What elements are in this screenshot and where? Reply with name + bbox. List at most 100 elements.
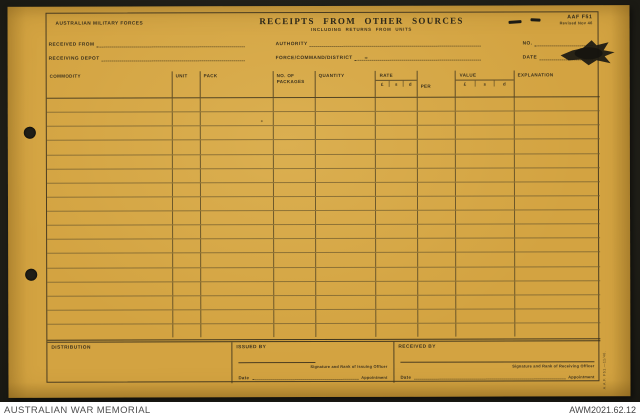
field-authority: AUTHORITY — [275, 40, 481, 48]
field-label-force-command-district: FORCE/COMMAND/DISTRICT — [275, 55, 353, 62]
table-cell — [376, 281, 419, 295]
footer-section: DISTRIBUTION ISSUED BY Signature and Ran… — [47, 338, 601, 384]
dotted-entry-line — [101, 55, 245, 62]
table-header: COMMODITY UNIT PACK NO. OF PACKAGES QUAN… — [46, 70, 600, 99]
table-row — [46, 125, 600, 142]
table-row — [47, 323, 600, 338]
table-cell — [200, 154, 274, 168]
table-row — [47, 210, 601, 226]
field-label-received-from: RECEIVED FROM — [48, 42, 95, 48]
table-cell — [274, 281, 317, 295]
table-cell — [46, 140, 173, 155]
table-cell — [375, 111, 418, 126]
table-cell — [376, 253, 419, 267]
table-row — [46, 97, 600, 113]
table-cell — [201, 253, 275, 267]
field-label-authority: AUTHORITY — [275, 42, 308, 48]
table-cell — [515, 253, 600, 266]
table-cell — [172, 197, 202, 211]
catalog-id: AWM2021.62.12 — [569, 405, 636, 415]
table-cell — [172, 126, 201, 140]
table-cell — [47, 239, 174, 254]
table-cell — [418, 267, 457, 281]
table-cell — [200, 112, 274, 126]
table-cell — [376, 267, 419, 281]
table-cell — [172, 112, 201, 126]
table-cell — [273, 154, 316, 168]
table-cell — [47, 296, 174, 310]
table-cell — [316, 253, 377, 267]
field-received-from: RECEIVED FROM — [49, 41, 245, 48]
table-cell — [418, 238, 457, 253]
table-cell — [455, 168, 515, 182]
table-cell — [173, 310, 202, 324]
table-cell — [375, 154, 418, 168]
column-header-quantity: QUANTITY — [315, 70, 376, 98]
table-row — [46, 196, 601, 212]
table-cell — [47, 310, 174, 324]
table-cell — [201, 295, 275, 310]
table-cell — [316, 267, 377, 281]
table-cell — [315, 168, 376, 182]
issued-by-box: ISSUED BY Signature and Rank of Issuing … — [231, 341, 394, 384]
dotted-entry-line — [414, 374, 566, 380]
table-cell — [456, 266, 516, 281]
receipts-table: COMMODITY UNIT PACK NO. OF PACKAGES QUAN… — [46, 70, 601, 338]
table-cell — [173, 225, 202, 239]
distribution-label: DISTRIBUTION — [51, 345, 91, 351]
distribution-box: DISTRIBUTION — [47, 342, 231, 383]
table-cell — [200, 196, 275, 211]
shilling-symbol: s — [388, 80, 403, 87]
table-cell — [46, 98, 173, 112]
value-currency-subheader: £ s d — [456, 80, 514, 86]
table-cell — [515, 309, 600, 322]
table-cell — [515, 168, 600, 181]
table-cell — [418, 281, 457, 295]
column-header-per: PER — [417, 70, 456, 97]
dotted-entry-line — [252, 374, 359, 381]
table-cell — [515, 267, 600, 280]
table-cell — [418, 323, 457, 337]
table-cell — [316, 295, 377, 309]
table-cell — [200, 98, 274, 112]
table-cell — [315, 111, 376, 126]
table-cell — [515, 154, 600, 167]
table-cell — [515, 210, 600, 223]
table-cell — [173, 253, 202, 267]
table-cell — [316, 239, 377, 253]
date-label: Date — [400, 374, 412, 380]
table-cell — [515, 281, 600, 294]
table-cell — [376, 210, 419, 224]
column-header-unit: UNIT — [172, 71, 201, 98]
table-cell — [456, 210, 516, 224]
received-date-row: Date Appointment — [400, 374, 594, 380]
table-cell — [200, 182, 274, 197]
table-cell — [315, 154, 376, 168]
table-cell — [417, 97, 456, 111]
table-cell — [274, 225, 317, 239]
archive-caption-bar: AUSTRALIAN WAR MEMORIAL AWM2021.62.12 — [0, 402, 640, 418]
table-cell — [46, 197, 174, 211]
table-cell — [173, 296, 202, 310]
table-cell — [456, 295, 516, 309]
pound-symbol: £ — [380, 81, 384, 87]
table-cell — [515, 182, 600, 195]
table-cell — [274, 295, 317, 309]
table-cell — [316, 210, 377, 225]
issued-date-row: Date Appointment — [238, 375, 387, 380]
rate-currency-subheader: £ s d — [376, 80, 417, 86]
table-cell — [47, 211, 174, 225]
column-header-no-of-packages: NO. OF PACKAGES — [273, 71, 316, 98]
table-cell — [273, 182, 316, 196]
table-cell — [274, 324, 317, 338]
table-cell — [46, 126, 173, 141]
table-cell — [515, 224, 600, 237]
field-receiving-depot: RECEIVING DEPOT — [49, 55, 245, 62]
table-cell — [417, 111, 456, 125]
table-cell — [376, 323, 419, 337]
dotted-entry-line — [96, 41, 245, 48]
table-cell — [315, 126, 376, 140]
table-cell — [375, 140, 418, 154]
table-cell — [172, 183, 201, 197]
table-cell — [201, 239, 275, 253]
